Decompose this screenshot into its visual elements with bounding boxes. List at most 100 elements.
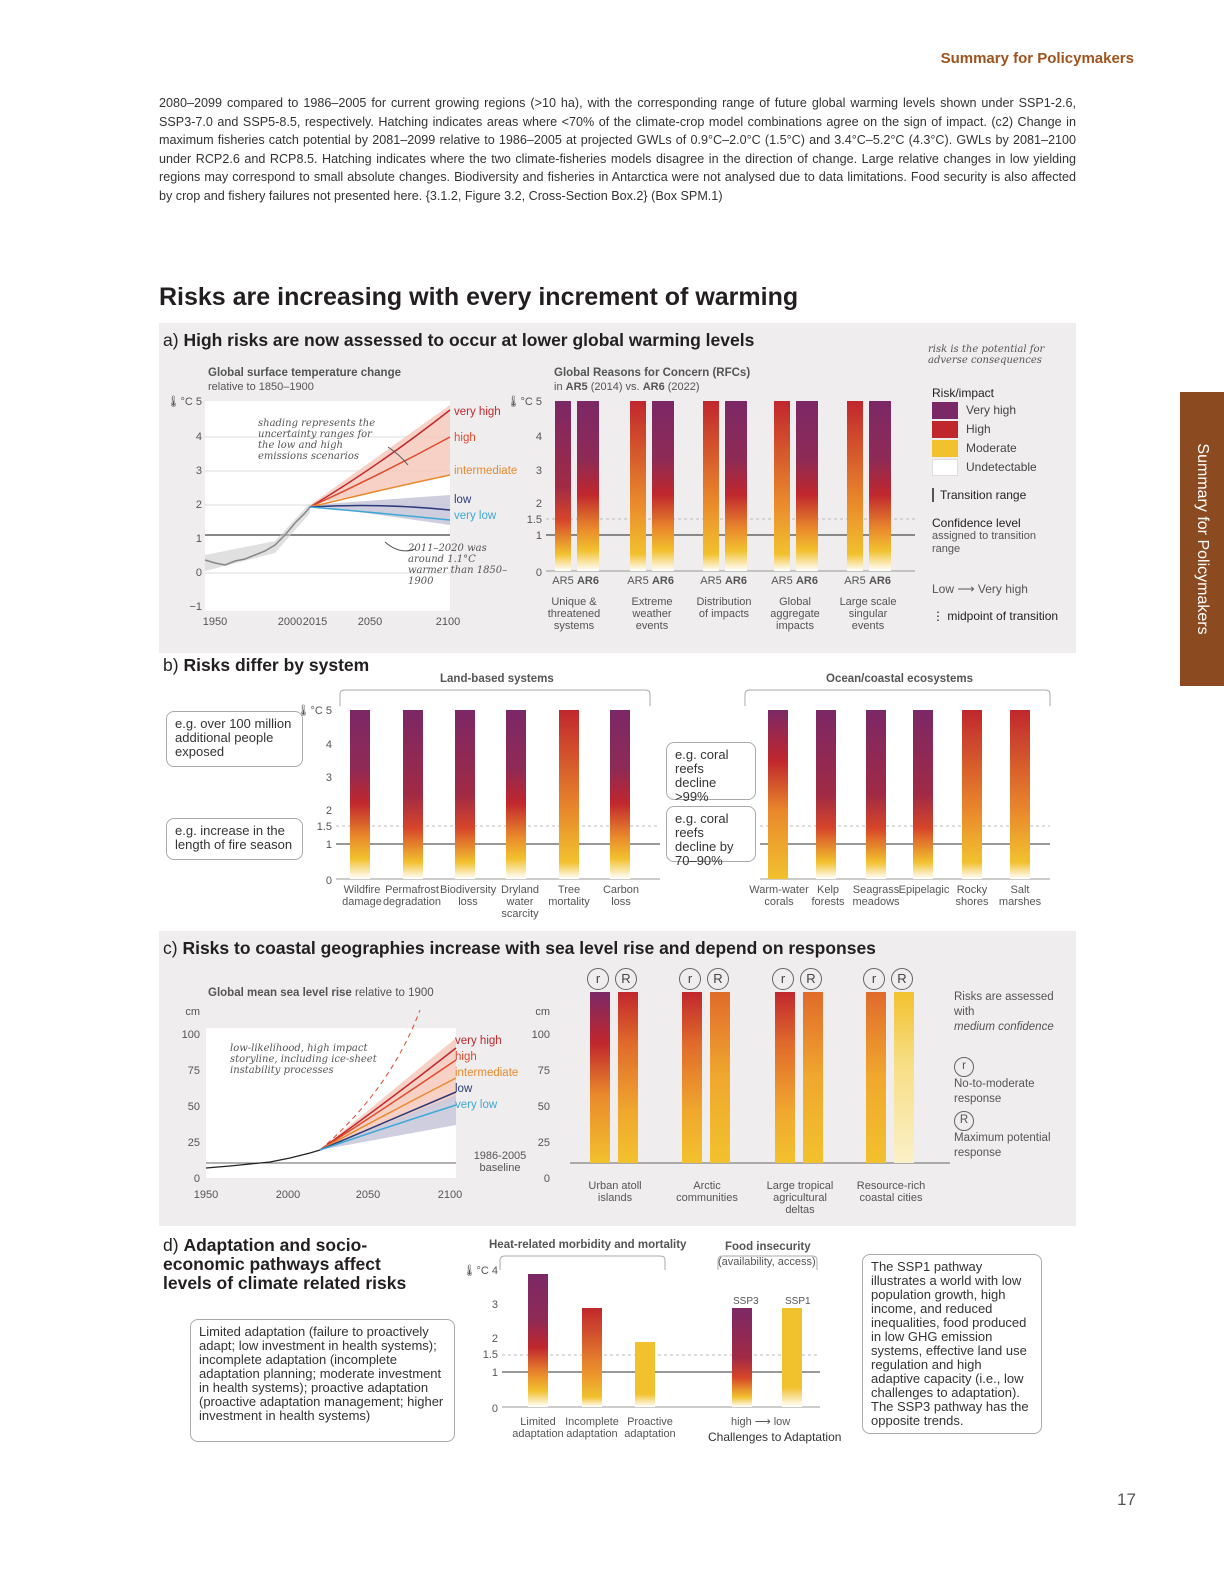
confidence-scale: Low ⟶ Very high — [932, 582, 1028, 596]
running-header: Summary for Policymakers — [940, 50, 1134, 67]
svg-text:AR5: AR5 — [771, 575, 792, 587]
svg-text:cm: cm — [535, 1006, 550, 1018]
sea-level-title: Global mean sea level rise relative to 1… — [208, 987, 434, 999]
system-risk-chart: 🌡°C 5 4 3 2 1.5 1 0 — [300, 689, 1051, 886]
svg-text:1.5: 1.5 — [317, 821, 332, 833]
rfc-chart-subtitle: in AR5 (2014) vs. AR6 (2022) — [554, 381, 700, 393]
food-subtitle: (availability, access) — [718, 1256, 816, 1268]
callout-people-exposed: e.g. over 100 million additional people … — [166, 711, 303, 767]
svg-text:0: 0 — [194, 1173, 200, 1185]
svg-text:100: 100 — [182, 1029, 200, 1041]
temperature-chart: 🌡°C 5 4 3 2 1 0 −1 1950 2000 2015 2050 2100 — [170, 395, 460, 628]
rfc-label-3: Distribution of impacts — [696, 596, 752, 620]
svg-text:4: 4 — [326, 739, 332, 751]
svg-text:100: 100 — [532, 1029, 550, 1041]
ssp3-label: SSP3 — [733, 1296, 759, 1307]
svg-text:75: 75 — [538, 1065, 550, 1077]
svg-text:1: 1 — [536, 530, 542, 542]
ssp1-label: SSP1 — [785, 1296, 811, 1307]
svg-text:AR6: AR6 — [652, 575, 674, 587]
svg-text:3: 3 — [536, 465, 542, 477]
coastal-labels: Urban atoll islands Arctic communities L… — [588, 1180, 926, 1216]
sea-level-chart: cm 100 75 50 25 0 1950 2000 2050 2100 cm 100 75 5… — [182, 1006, 550, 1201]
svg-text:2050: 2050 — [358, 616, 382, 628]
svg-text:AR6: AR6 — [577, 575, 599, 587]
svg-text:3: 3 — [492, 1299, 498, 1311]
shading-note: shading represents the uncertainty range… — [258, 418, 376, 462]
svg-text:50: 50 — [188, 1101, 200, 1113]
confidence-title: Confidence level — [932, 516, 1021, 530]
risk-definition-note: risk is the potential for adverse conseq… — [928, 344, 1045, 366]
rfc-label-4: Global aggregate impacts — [770, 596, 820, 632]
baseline-label: 1986-2005 baseline — [473, 1150, 527, 1174]
callout-fire-season: e.g. increase in the length of fire seas… — [166, 818, 303, 860]
temp-chart-title: Global surface temperature change — [208, 367, 402, 379]
panel-b-title: b) Risks differ by system — [163, 655, 370, 675]
adaptation-callout: Limited adaptation (failure to proactive… — [190, 1319, 455, 1442]
svg-text:AR6: AR6 — [796, 575, 818, 587]
callout-coral-70: e.g. coral reefs decline by 70–90% — [666, 806, 756, 868]
coastal-legend: Risks are assessed with medium confidenc… — [954, 991, 1054, 1159]
rfc-chart-title: Global Reasons for Concern (RFCs) — [554, 367, 751, 379]
svg-text:1950: 1950 — [194, 1189, 218, 1201]
land-labels: Wildfire damage Permafrost degradation B… — [342, 884, 640, 920]
sl-scenario-labels: very high high intermediate low very low — [455, 1035, 519, 1111]
svg-text:1: 1 — [326, 839, 332, 851]
page-number: 17 — [1117, 1490, 1136, 1509]
svg-text:2000: 2000 — [278, 616, 302, 628]
svg-text:🌡°C 4: 🌡°C 4 — [463, 1264, 498, 1277]
thermometer-icon: 🌡 — [510, 395, 520, 408]
land-title: Land-based systems — [440, 673, 554, 685]
ssp-callout: The SSP1 pathway illustrates a world wit… — [862, 1254, 1042, 1434]
rfc-label-5: Large scale singular events — [839, 596, 897, 632]
panel-d-title: d) Adaptation and socio-economic pathway… — [163, 1235, 407, 1293]
svg-text:AR6: AR6 — [725, 575, 747, 587]
ocean-title: Ocean/coastal ecosystems — [826, 673, 974, 685]
svg-text:2: 2 — [326, 805, 332, 817]
svg-text:2: 2 — [196, 499, 202, 511]
svg-text:🌡°C 5: 🌡°C 5 — [510, 395, 542, 408]
svg-text:2015: 2015 — [303, 616, 327, 628]
adaptation-labels: Limited adaptation Incomplete adaptation… — [512, 1416, 676, 1440]
svg-text:1950: 1950 — [203, 616, 227, 628]
svg-text:0: 0 — [492, 1403, 498, 1412]
side-tab[interactable]: Summary for Policymakers — [1180, 392, 1224, 686]
svg-text:50: 50 — [538, 1101, 550, 1113]
svg-text:0: 0 — [326, 875, 332, 886]
svg-text:4: 4 — [196, 431, 202, 443]
svg-text:🌡°C 5: 🌡°C 5 — [300, 704, 332, 717]
svg-text:3: 3 — [196, 465, 202, 477]
risk-legend: Very high High Moderate Undetectable — [932, 401, 1037, 477]
svg-text:2: 2 — [536, 498, 542, 510]
svg-text:2050: 2050 — [356, 1189, 380, 1201]
svg-text:2: 2 — [492, 1333, 498, 1345]
svg-text:2000: 2000 — [276, 1189, 300, 1201]
heat-title: Heat-related morbidity and mortality — [489, 1239, 687, 1251]
svg-text:2100: 2100 — [438, 1189, 462, 1201]
food-title: Food insecurity — [725, 1241, 811, 1253]
figure-title: Risks are increasing with every incremen… — [159, 283, 799, 311]
svg-text:25: 25 — [188, 1137, 200, 1149]
svg-text:AR5: AR5 — [552, 575, 573, 587]
response-markers: r R r R r R r R — [587, 968, 967, 990]
svg-text:25: 25 — [538, 1137, 550, 1149]
svg-text:75: 75 — [188, 1065, 200, 1077]
figure-caption: 2080–2099 compared to 1986–2005 for curr… — [159, 96, 1076, 203]
svg-text:1: 1 — [196, 533, 202, 545]
rfc-label-1: Unique & threatened systems — [547, 596, 601, 632]
svg-text:0: 0 — [544, 1173, 550, 1185]
svg-text:−1: −1 — [189, 601, 202, 613]
panel-c-title: c) Risks to coastal geographies increase… — [163, 938, 876, 958]
svg-text:0: 0 — [536, 567, 542, 579]
svg-text:1: 1 — [492, 1367, 498, 1379]
adaptation-chart: 🌡°C 4 3 2 1.5 1 0 — [463, 1255, 820, 1412]
confidence-subtitle: assigned to transition range — [932, 530, 1036, 555]
midpoint-legend: ⋮ midpoint of transition — [932, 609, 1059, 623]
callout-coral-99: e.g. coral reefs decline >99% — [666, 742, 756, 804]
svg-text:1.5: 1.5 — [527, 514, 542, 526]
thermometer-icon: 🌡 — [170, 395, 180, 408]
svg-text:🌡°C 5: 🌡°C 5 — [170, 395, 202, 408]
svg-text:cm: cm — [185, 1006, 200, 1018]
rfc-chart: 🌡°C 5 4 3 2 1.5 1 0 AR5 AR6 AR5 AR6 AR5 AR6 AR5 A… — [510, 395, 915, 587]
challenges-scale: high ⟶ low — [731, 1416, 791, 1428]
